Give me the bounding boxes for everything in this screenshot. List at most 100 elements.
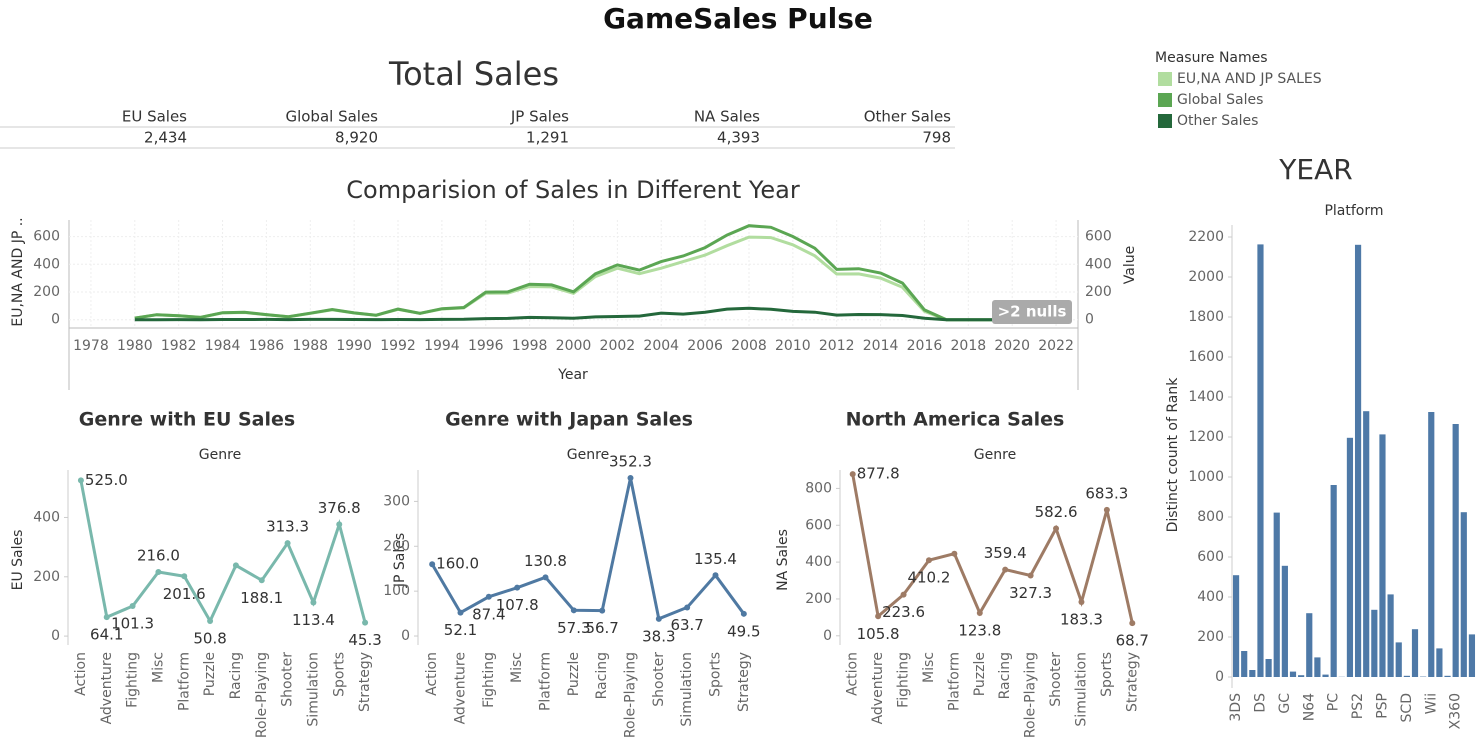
data-label: 160.0 bbox=[436, 555, 479, 573]
point bbox=[284, 540, 291, 547]
bar bbox=[1314, 657, 1321, 677]
x-tick-label: Misc bbox=[150, 652, 166, 683]
point bbox=[232, 562, 239, 569]
x-tick-label: PC bbox=[1326, 693, 1342, 711]
table-header: JP Sales bbox=[510, 108, 569, 126]
chart-title: North America Sales bbox=[846, 409, 1065, 431]
x-tick-label: 1990 bbox=[336, 338, 372, 354]
data-label: 130.8 bbox=[524, 552, 567, 570]
point bbox=[712, 572, 719, 579]
x-tick-label: Sports bbox=[708, 652, 724, 697]
x-tick-label: 2016 bbox=[907, 338, 943, 354]
point bbox=[103, 614, 110, 621]
bar bbox=[1232, 575, 1240, 677]
y2-tick-label: 0 bbox=[1085, 312, 1094, 328]
data-label: 376.8 bbox=[318, 499, 361, 517]
bar bbox=[1395, 642, 1402, 677]
x-header: Platform bbox=[1324, 203, 1383, 219]
bar bbox=[1265, 659, 1272, 677]
bar bbox=[1241, 651, 1248, 677]
data-label: 877.8 bbox=[857, 465, 900, 483]
x-tick-label: 2006 bbox=[687, 338, 723, 354]
x-tick-label: 1988 bbox=[292, 338, 328, 354]
point bbox=[310, 599, 317, 606]
x-tick-label: Strategy bbox=[736, 652, 752, 712]
bar bbox=[1306, 613, 1313, 677]
data-label: 123.8 bbox=[958, 621, 1001, 639]
x-tick-label: Puzzle bbox=[202, 652, 218, 696]
series-line bbox=[851, 473, 1134, 624]
x-tick-label: Role-Playing bbox=[623, 652, 639, 738]
y-tick-label: 600 bbox=[805, 517, 832, 533]
y-axis-label: EU Sales bbox=[10, 530, 26, 591]
chart-title: Genre with EU Sales bbox=[79, 409, 295, 431]
x-tick-label: Action bbox=[845, 652, 861, 696]
data-label: 105.8 bbox=[857, 625, 900, 643]
data-label: 410.2 bbox=[907, 569, 950, 587]
legend-swatch bbox=[1158, 72, 1172, 86]
x-tick-label: GC bbox=[1277, 693, 1293, 714]
series-line bbox=[79, 480, 367, 625]
bar bbox=[1444, 675, 1451, 677]
point bbox=[155, 569, 162, 576]
data-label: 57.3 bbox=[557, 619, 590, 637]
point bbox=[258, 577, 265, 584]
y-tick-label: 200 bbox=[1197, 629, 1224, 645]
y-tick-label: 0 bbox=[51, 312, 60, 328]
data-label: 50.8 bbox=[193, 630, 226, 648]
x-tick-label: 2004 bbox=[643, 338, 679, 354]
x-tick-label: Adventure bbox=[99, 652, 115, 724]
data-label: 64.1 bbox=[90, 626, 123, 644]
point bbox=[740, 610, 747, 617]
annotation-box bbox=[992, 300, 1072, 324]
data-label: 63.7 bbox=[670, 616, 703, 634]
data-label: 683.3 bbox=[1085, 484, 1128, 502]
data-label: 216.0 bbox=[137, 547, 180, 565]
bar bbox=[1273, 512, 1280, 677]
dashboard-title: GameSales Pulse bbox=[603, 2, 873, 35]
y-tick-label: 300 bbox=[383, 493, 410, 509]
chart-title: Comparision of Sales in Different Year bbox=[346, 176, 800, 204]
x-tick-label: Role-Playing bbox=[254, 652, 270, 738]
x-tick-label: N64 bbox=[1301, 693, 1317, 721]
x-tick-label: 2022 bbox=[1038, 338, 1074, 354]
annotation: >2 nulls bbox=[998, 303, 1067, 321]
data-label: 87.4 bbox=[472, 605, 505, 623]
table-header: EU Sales bbox=[122, 108, 187, 126]
bar bbox=[1387, 594, 1394, 677]
x-tick-label: 1986 bbox=[249, 338, 285, 354]
data-label: 183.3 bbox=[1060, 611, 1103, 629]
y-tick-label: 0 bbox=[1215, 669, 1224, 685]
x-tick-label: X360 bbox=[1448, 693, 1464, 729]
x-tick-label: 2008 bbox=[731, 338, 767, 354]
table-cell: 1,291 bbox=[526, 129, 569, 147]
bar bbox=[1460, 512, 1467, 677]
point bbox=[514, 584, 521, 591]
x-tick-label: Puzzle bbox=[566, 652, 582, 696]
x-tick-label: Misc bbox=[509, 652, 525, 683]
x-tick-label: Fighting bbox=[481, 652, 497, 708]
x-tick-label: Simulation bbox=[1073, 652, 1089, 727]
y-tick-label: 600 bbox=[1197, 549, 1224, 565]
x-tick-label: PSP bbox=[1374, 693, 1390, 719]
x-tick-label: Fighting bbox=[125, 652, 141, 708]
legend-swatch bbox=[1158, 114, 1172, 128]
y-tick-label: 200 bbox=[33, 284, 60, 300]
x-tick-label: Simulation bbox=[305, 652, 321, 727]
y-axis-label: Distinct count of Rank bbox=[1165, 377, 1181, 533]
bar bbox=[1403, 675, 1410, 677]
point bbox=[570, 607, 577, 614]
bar bbox=[1330, 485, 1337, 677]
data-label: 38.3 bbox=[642, 627, 675, 645]
x-tick-label: 3DS bbox=[1228, 693, 1244, 722]
chart-title: YEAR bbox=[1278, 153, 1352, 186]
x-tick-label: 1984 bbox=[205, 338, 241, 354]
y-axis-label: EU,NA AND JP .. bbox=[10, 217, 26, 326]
x-tick-label: 2014 bbox=[863, 338, 899, 354]
y-tick-label: 2000 bbox=[1188, 269, 1224, 285]
table-header: Global Sales bbox=[285, 108, 378, 126]
bar bbox=[1354, 244, 1362, 678]
x-tick-label: Shooter bbox=[280, 652, 296, 707]
point bbox=[599, 607, 606, 614]
series-line bbox=[430, 477, 746, 621]
